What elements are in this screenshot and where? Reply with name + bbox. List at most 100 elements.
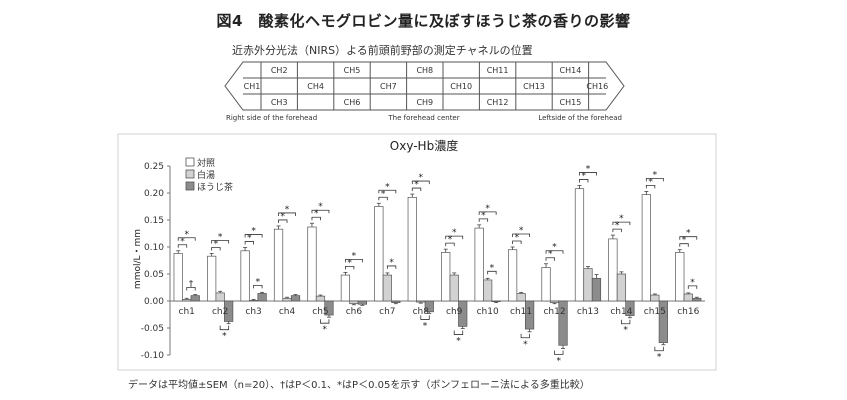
sig-bracket [445, 242, 455, 247]
sig-mark: * [481, 211, 486, 221]
sig-mark: * [686, 229, 691, 239]
footnote: データは平均値±SEM（n=20）、†はP＜0.1、*はP＜0.05を示す（ボン… [128, 380, 590, 391]
sig-bracket [512, 240, 522, 244]
sig-mark: * [515, 233, 520, 243]
sig-bracket [545, 250, 564, 254]
channel-label-ch5: CH5 [344, 66, 361, 75]
nirs-heading: 近赤外分光法（NIRS）よる前頭前野部の測定チャネルの位置 [232, 44, 533, 57]
sig-bracket [244, 241, 254, 245]
sig-mark: * [653, 170, 658, 180]
x-tick-ch12: ch12 [543, 307, 565, 317]
legend-swatch-2 [185, 169, 195, 179]
y-tick-label: -0.10 [141, 351, 165, 361]
channel-label-ch15: CH15 [560, 98, 582, 107]
sig-mark: * [347, 258, 352, 268]
sig-bracket [487, 270, 497, 275]
sig-bracket [645, 177, 664, 182]
bar-ch5-1 [307, 226, 317, 302]
sig-mark: * [251, 227, 256, 237]
label-right-side: Right side of the forehead [226, 114, 317, 122]
bar-ch11-2 [516, 293, 526, 302]
channel-label-ch11: CH11 [487, 66, 509, 75]
sig-bracket [679, 243, 689, 247]
sig-bracket [612, 221, 631, 226]
legend-label-3: ほうじ茶 [197, 181, 233, 193]
x-tick-ch14: ch14 [610, 307, 632, 317]
bar-ch10-2 [483, 279, 493, 302]
channel-label-ch6: CH6 [344, 98, 361, 107]
sig-mark: * [682, 236, 687, 246]
channel-label-ch14: CH14 [560, 66, 582, 75]
bar-ch8-2 [416, 300, 426, 303]
sig-mark: * [485, 204, 490, 214]
bar-ch6-1 [340, 274, 351, 302]
sig-bracket [645, 184, 656, 189]
bar-ch13-1 [574, 188, 585, 302]
bar-ch6-3 [357, 300, 368, 305]
x-tick-ch16: ch16 [677, 307, 699, 317]
sig-mark: * [322, 325, 327, 335]
channel-label-ch13: CH13 [523, 82, 545, 91]
bar-ch8-1 [407, 196, 417, 302]
sig-bracket [186, 287, 196, 291]
sig-bracket [654, 346, 664, 352]
sig-bracket [687, 285, 698, 289]
sig-bracket [411, 187, 422, 192]
sig-bracket [512, 233, 530, 237]
sig-bracket [345, 265, 355, 270]
bar-ch5-2 [315, 295, 326, 302]
channel-label-ch1: CH1 [244, 82, 261, 91]
sig-bracket [311, 216, 321, 221]
bar-ch13-2 [583, 268, 593, 302]
channel-map: CH2 CH5 CH8 CH11 CH14 CH1 CH4 CH7 CH10 CH13 CH16 CH… [224, 61, 625, 122]
bar-ch15-1 [641, 194, 651, 302]
sig-bracket [621, 319, 631, 325]
channel-label-ch12: CH12 [487, 98, 509, 107]
sig-bracket [579, 172, 597, 176]
y-tick-label: 0.05 [144, 270, 164, 280]
sig-mark: * [690, 278, 695, 288]
x-tick-ch3: ch3 [245, 307, 261, 317]
sig-bracket [211, 247, 221, 251]
bar-ch1-1 [173, 253, 183, 302]
sig-mark: * [381, 189, 386, 199]
y-axis-label: mmol/L・mm [133, 229, 143, 289]
x-tick-ch15: ch15 [644, 307, 666, 317]
sig-mark: * [519, 226, 524, 236]
sig-mark: * [389, 258, 394, 268]
label-left-side: Leftside of the forehead [538, 114, 622, 122]
sig-bracket [579, 179, 589, 183]
bar-ch15-2 [650, 294, 660, 302]
sig-bracket [545, 257, 555, 261]
sig-bracket [211, 240, 230, 244]
bar-ch10-3 [491, 300, 501, 302]
bar-ch3-3 [257, 293, 267, 302]
bar-ch9-1 [441, 252, 451, 302]
sig-mark: * [615, 221, 620, 231]
sig-bracket [378, 189, 397, 194]
bar-ch12-1 [541, 267, 551, 302]
channel-map-labels: CH2 CH5 CH8 CH11 CH14 CH1 CH4 CH7 CH10 CH13 CH16 CH… [244, 66, 609, 107]
sig-mark: * [552, 243, 557, 253]
sig-bracket [219, 325, 230, 331]
sig-mark: * [256, 277, 261, 287]
sig-mark: * [281, 212, 286, 222]
sig-mark: * [456, 337, 461, 347]
bar-ch9-2 [449, 274, 459, 302]
bar-ch4-3 [290, 295, 301, 302]
bar-ch16-1 [675, 252, 685, 302]
sig-bracket [244, 234, 263, 238]
sig-mark: * [352, 251, 357, 261]
bar-ch7-1 [374, 206, 384, 302]
sig-mark: * [419, 173, 424, 183]
sig-mark: * [557, 357, 562, 367]
x-tick-labels: ch1 ch2 ch3 ch4 ch5 ch6 ch7 ch8 ch9 ch10 ch11 ch12 c… [179, 307, 700, 317]
y-tick-label: 0.00 [144, 297, 164, 307]
y-tick-label: 0.20 [144, 189, 164, 199]
channel-label-ch4: CH4 [307, 82, 324, 91]
x-tick-ch8: ch8 [413, 307, 430, 317]
chart-frame [117, 133, 717, 371]
bar-ch14-2 [616, 273, 627, 302]
